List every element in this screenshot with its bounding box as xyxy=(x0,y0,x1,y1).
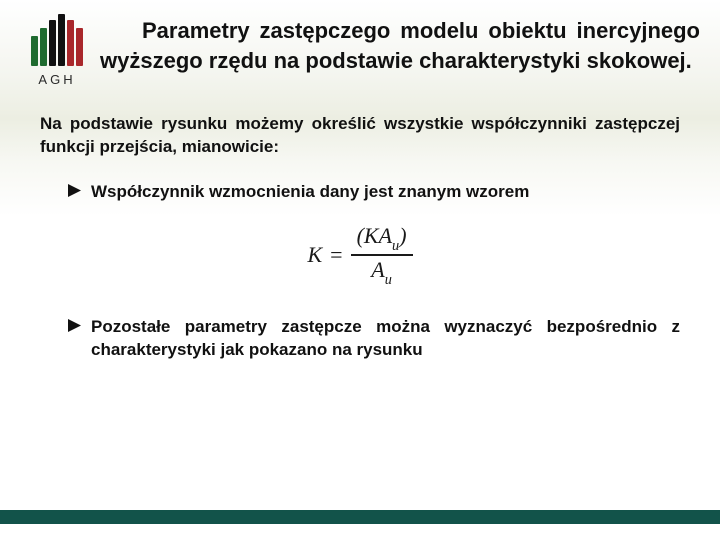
bullet-item: Współczynnik wzmocnienia dany jest znany… xyxy=(40,181,680,204)
formula-lhs: K xyxy=(307,242,322,268)
sym-k: K xyxy=(364,223,379,248)
title-text: Parametry zastępczego modelu obiektu ine… xyxy=(100,18,700,73)
slide-header: AGH Parametry zastępczego modelu obiektu… xyxy=(0,0,720,87)
paren-close: ) xyxy=(399,223,406,248)
sym-sub-u: u xyxy=(392,238,399,254)
logo-bar xyxy=(76,28,83,66)
bullet-item: Pozostałe parametry zastępcze można wyzn… xyxy=(40,316,680,362)
logo-bar xyxy=(67,20,74,66)
slide-title: Parametry zastępczego modelu obiektu ine… xyxy=(100,14,700,75)
logo-bar xyxy=(40,28,47,66)
paren-open: ( xyxy=(357,223,364,248)
intro-paragraph: Na podstawie rysunku możemy określić wsz… xyxy=(40,113,680,159)
formula-equals: = xyxy=(330,242,342,268)
sym-sub-u: u xyxy=(385,272,392,288)
logo-bar xyxy=(31,36,38,66)
formula-block: K = (KAu) Au xyxy=(40,224,680,286)
logo-bars xyxy=(31,14,83,66)
logo-bar xyxy=(58,14,65,66)
triangle-bullet-icon xyxy=(68,316,81,339)
logo-bar xyxy=(49,20,56,66)
footer-bar xyxy=(0,510,720,524)
bullet-text: Pozostałe parametry zastępcze można wyzn… xyxy=(91,316,680,362)
agh-logo: AGH xyxy=(20,14,94,87)
sym-a: A xyxy=(379,223,392,248)
formula-fraction: (KAu) Au xyxy=(351,224,413,286)
formula-numerator: (KAu) xyxy=(351,224,413,252)
bullet-text: Współczynnik wzmocnienia dany jest znany… xyxy=(91,181,680,204)
triangle-bullet-icon xyxy=(68,181,81,204)
formula-denominator: Au xyxy=(365,258,398,286)
sym-a: A xyxy=(371,257,384,282)
fraction-bar xyxy=(351,254,413,256)
slide-body: Na podstawie rysunku możemy określić wsz… xyxy=(0,87,720,362)
formula: K = (KAu) Au xyxy=(307,224,412,286)
logo-label: AGH xyxy=(38,72,75,87)
